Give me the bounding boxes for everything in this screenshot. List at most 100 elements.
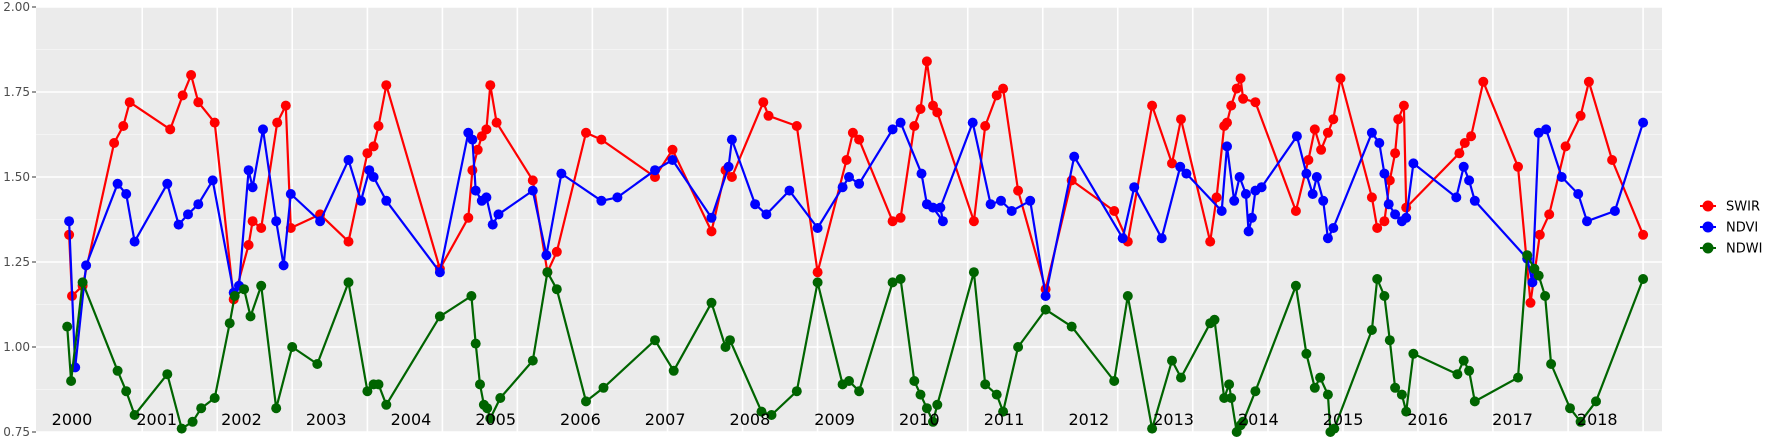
- swir-point: [1379, 216, 1390, 227]
- ndvi-point: [1025, 195, 1036, 206]
- year-label: 2014: [1238, 410, 1279, 429]
- year-label: 2009: [814, 410, 855, 429]
- swir-point: [1328, 114, 1339, 125]
- legend-key-point: [1702, 221, 1714, 233]
- swir-point: [1454, 148, 1465, 159]
- swir-point: [1013, 185, 1024, 196]
- swir-point: [991, 90, 1002, 101]
- ndvi-point: [556, 168, 567, 179]
- ndvi-point: [1243, 226, 1254, 237]
- swir-point: [763, 110, 774, 121]
- year-label: 2006: [560, 410, 601, 429]
- ndvi-point: [1527, 277, 1538, 288]
- ndwi-point: [466, 291, 477, 301]
- ndvi-point: [368, 172, 379, 182]
- ndvi-point: [1464, 175, 1475, 186]
- ndwi-point: [598, 382, 609, 393]
- ndwi-point: [527, 355, 538, 366]
- swir-point: [1205, 236, 1216, 247]
- legend-label-ndvi: NDVI: [1726, 221, 1758, 236]
- swir-point: [280, 100, 291, 111]
- ndwi-point: [725, 335, 735, 346]
- ndwi-point: [1390, 382, 1401, 393]
- ndvi-point: [1156, 233, 1167, 244]
- ndvi-point: [258, 124, 268, 135]
- ndwi-point: [1379, 291, 1390, 301]
- ndwi-point: [1224, 379, 1235, 390]
- ndwi-point: [66, 376, 77, 386]
- ndwi-point: [1322, 389, 1333, 400]
- ndwi-point: [895, 274, 906, 284]
- ndvi-point: [1458, 161, 1469, 172]
- ndvi-point: [784, 185, 795, 196]
- swir-point: [1544, 209, 1555, 220]
- swir-point: [1176, 114, 1186, 125]
- ndwi-point: [362, 386, 373, 397]
- ndvi-point: [467, 134, 478, 145]
- ndvi-point: [183, 209, 193, 220]
- y-tick-label: 2.00: [3, 0, 30, 14]
- swir-point: [895, 212, 906, 223]
- ndwi-point: [706, 297, 717, 308]
- year-label: 2008: [730, 410, 771, 429]
- swir-point: [812, 267, 823, 278]
- ndwi-point: [112, 365, 123, 376]
- swir-point: [921, 56, 932, 67]
- series-swir: [64, 56, 1649, 308]
- swir-point: [368, 141, 379, 152]
- ndwi-line: [66, 254, 1645, 434]
- swir-point: [1607, 155, 1618, 165]
- ndwi-point: [991, 389, 1002, 400]
- swir-point: [706, 226, 717, 237]
- swir-point: [256, 223, 267, 233]
- swir-point: [373, 121, 384, 131]
- ndvi-point: [1366, 127, 1377, 138]
- swir-point: [209, 117, 220, 128]
- swir-point: [581, 127, 591, 138]
- swir-point: [272, 117, 283, 128]
- swir-point: [1560, 141, 1571, 152]
- swir-point: [165, 124, 176, 135]
- ndvi-point: [1408, 158, 1419, 169]
- ndvi-point: [1229, 195, 1240, 206]
- ndwi-point: [256, 280, 267, 291]
- ndvi-point: [1582, 216, 1592, 227]
- ndwi-point: [1452, 369, 1463, 380]
- year-label: 2004: [391, 410, 432, 429]
- swir-point: [1235, 73, 1246, 84]
- swir-point: [109, 138, 120, 148]
- ndvi-point: [761, 209, 772, 220]
- ndwi-point: [1147, 423, 1158, 434]
- ndvi-point: [1451, 192, 1462, 203]
- swir-point: [1231, 83, 1242, 94]
- ndvi-point: [996, 195, 1006, 206]
- ndwi-point: [968, 267, 979, 278]
- swir-point: [791, 121, 802, 131]
- year-label: 2016: [1407, 410, 1448, 429]
- ndvi-point: [750, 199, 761, 210]
- swir-point: [551, 246, 562, 257]
- swir-point: [485, 80, 496, 91]
- ndwi-point: [381, 399, 392, 410]
- ndvi-line: [68, 121, 1645, 369]
- y-axis: 0.75 1.00 1.25 1.50 1.75 2.00: [3, 0, 36, 439]
- swir-point: [1534, 229, 1545, 240]
- ndvi-point: [1234, 172, 1245, 182]
- swir-point: [1513, 161, 1523, 172]
- ndvi-point: [247, 182, 258, 193]
- ndwi-point: [62, 321, 73, 332]
- ndvi-point: [162, 178, 173, 189]
- ndwi-point: [196, 403, 207, 414]
- swir-point: [463, 212, 474, 223]
- ndwi-point: [287, 342, 298, 352]
- swir-point: [1398, 100, 1409, 111]
- ndwi-point: [434, 311, 445, 322]
- swir-point: [758, 97, 769, 108]
- ndwi-point: [1301, 348, 1312, 359]
- year-label: 2002: [221, 410, 262, 429]
- ndwi-point: [1226, 393, 1237, 403]
- ndvi-point: [887, 124, 898, 135]
- swir-point: [527, 175, 538, 186]
- ndwi-point: [1401, 406, 1412, 417]
